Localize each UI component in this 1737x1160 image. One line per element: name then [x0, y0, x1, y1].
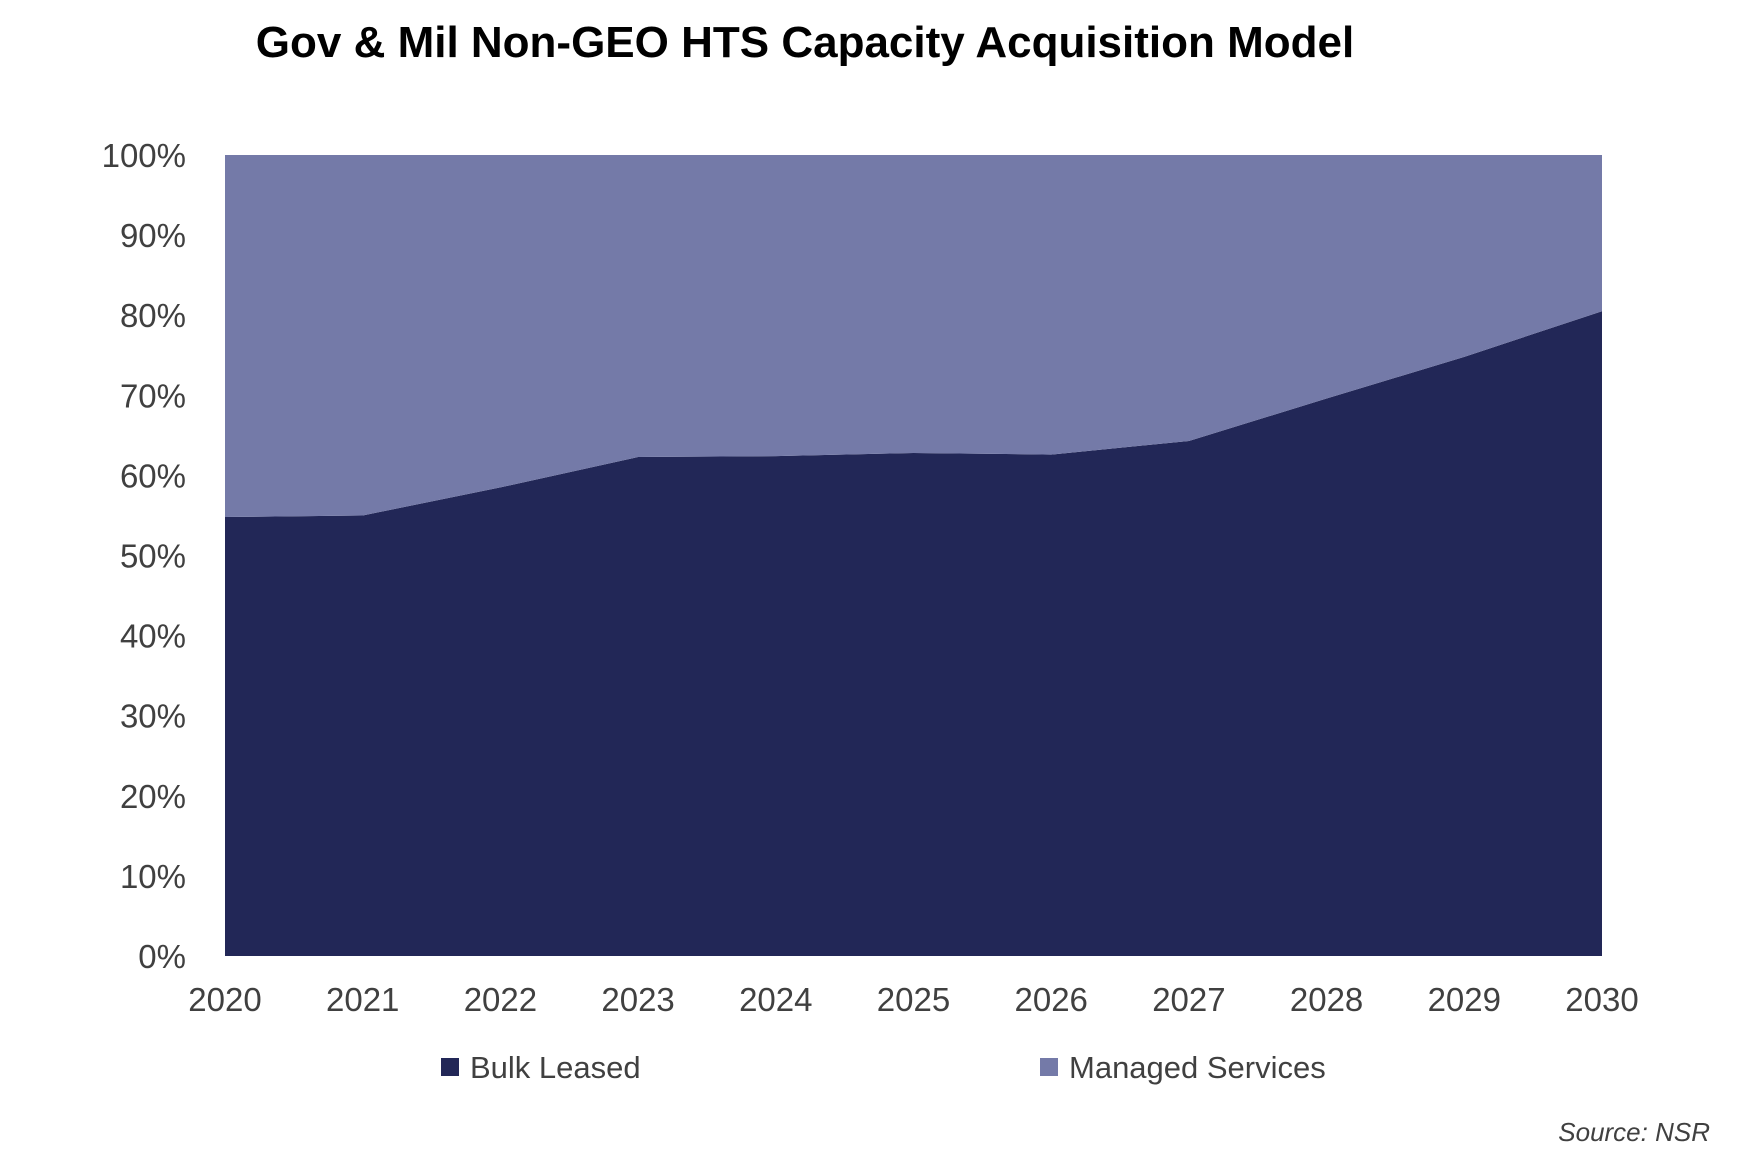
legend: Bulk Leased Managed Services: [441, 1050, 1326, 1085]
x-tick-label: 2028: [1290, 981, 1363, 1018]
y-tick-label: 30%: [120, 698, 186, 735]
y-tick-label: 10%: [120, 858, 186, 895]
x-axis: 2020 2021 2022 2023 2024 2025 2026 2027 2028 2029…: [188, 981, 1638, 1018]
area-series-bulk-leased: [225, 311, 1602, 956]
x-tick-label: 2025: [877, 981, 950, 1018]
y-tick-label: 60%: [120, 457, 186, 494]
x-tick-label: 2029: [1428, 981, 1501, 1018]
y-axis: 0% 10% 20% 30% 40% 50% 60% 70% 80% 90% 100%: [102, 137, 186, 975]
plot-area: [225, 155, 1602, 956]
y-tick-label: 20%: [120, 778, 186, 815]
x-tick-label: 2021: [326, 981, 399, 1018]
y-tick-label: 90%: [120, 217, 186, 254]
x-tick-label: 2022: [464, 981, 537, 1018]
x-tick-label: 2026: [1014, 981, 1087, 1018]
x-tick-label: 2030: [1565, 981, 1638, 1018]
y-tick-label: 0%: [138, 938, 186, 975]
x-tick-label: 2027: [1152, 981, 1225, 1018]
y-tick-label: 70%: [120, 377, 186, 414]
legend-label-bulk-leased: Bulk Leased: [470, 1050, 641, 1085]
legend-swatch-managed-services: [1040, 1058, 1058, 1076]
y-tick-label: 50%: [120, 538, 186, 575]
legend-label-managed-services: Managed Services: [1069, 1050, 1326, 1085]
chart-title: Gov & Mil Non-GEO HTS Capacity Acquisiti…: [256, 18, 1354, 67]
area-series-managed-services: [225, 155, 1602, 518]
y-tick-label: 80%: [120, 297, 186, 334]
y-tick-label: 100%: [102, 137, 186, 174]
x-tick-label: 2020: [188, 981, 261, 1018]
legend-swatch-bulk-leased: [441, 1058, 459, 1076]
source-note: Source: NSR: [1558, 1117, 1710, 1147]
x-tick-label: 2024: [739, 981, 812, 1018]
x-tick-label: 2023: [601, 981, 674, 1018]
y-tick-label: 40%: [120, 618, 186, 655]
